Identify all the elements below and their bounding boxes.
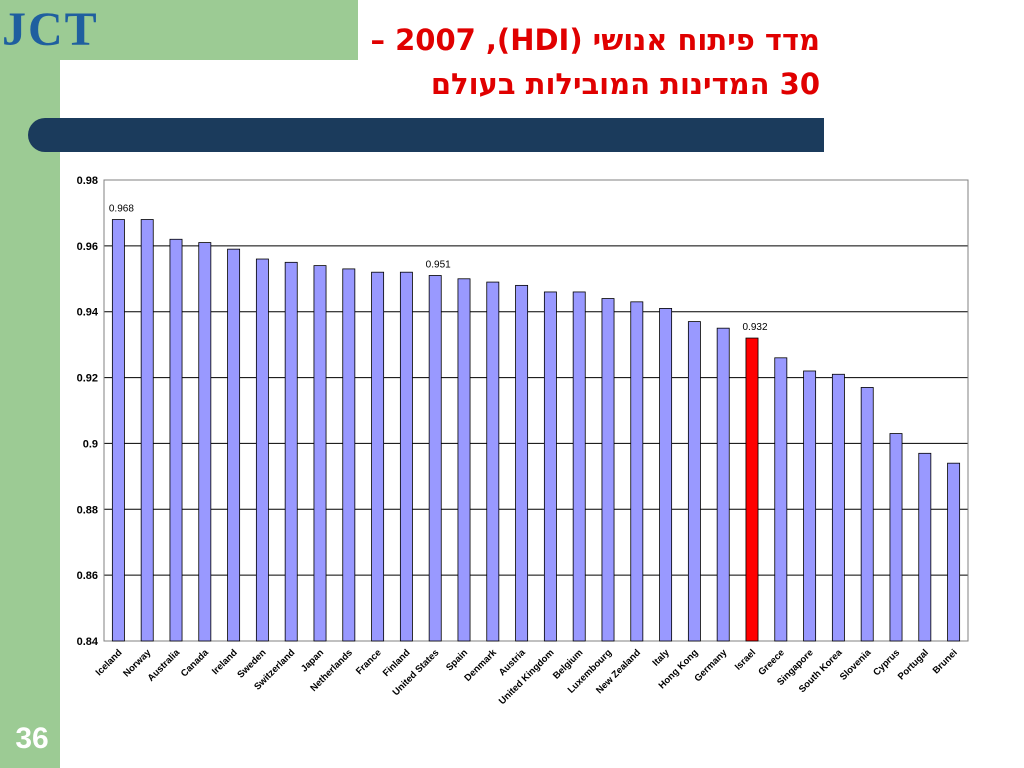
bar-brunei — [947, 462, 961, 642]
left-sidebar-band — [0, 0, 60, 768]
bar-luxembourg — [601, 298, 615, 642]
bar-belgium — [572, 291, 586, 642]
bar-iceland — [111, 219, 125, 642]
bar-netherlands — [342, 268, 356, 642]
x-tick-label: Germany — [692, 647, 729, 684]
x-tick-label: Iceland — [94, 647, 125, 678]
y-tick-label: 0.92 — [77, 373, 98, 385]
x-tick-label: Portugal — [896, 647, 931, 682]
bar-south-korea — [831, 373, 845, 642]
bar-portugal — [918, 452, 932, 642]
bar-singapore — [803, 370, 817, 642]
hdi-bar-chart: 0.980.960.940.920.90.880.860.84 0.9680.9… — [77, 175, 969, 707]
logo-text: JCT — [2, 3, 99, 56]
bar-switzerland — [284, 261, 298, 642]
bar-canada — [198, 242, 212, 642]
bar-slovenia — [860, 387, 874, 642]
x-tick-label: France — [354, 647, 384, 677]
x-tick-label: Canada — [179, 647, 212, 680]
y-tick-label: 0.9 — [83, 438, 98, 450]
data-label: 0.951 — [426, 259, 451, 270]
title-divider-bar — [28, 118, 824, 152]
slide-number: 36 — [15, 722, 49, 755]
bar-greece — [774, 357, 788, 642]
content-corner — [60, 60, 120, 120]
chart-data-labels: 0.968 0.951 0.932 — [109, 204, 768, 334]
bar-sweden — [255, 258, 269, 642]
y-tick-label: 0.84 — [77, 636, 99, 648]
bar-germany — [716, 327, 730, 642]
x-tick-label: Japan — [299, 647, 326, 674]
data-label: 0.968 — [109, 204, 134, 215]
chart-bars — [111, 219, 961, 642]
x-axis-tick-labels: IcelandNorwayAustraliaCanadaIrelandSwede… — [94, 647, 960, 707]
bar-israel — [745, 337, 759, 642]
bar-new-zealand — [630, 301, 644, 642]
x-tick-label: Israel — [733, 647, 758, 672]
bar-spain — [457, 278, 471, 642]
y-tick-label: 0.94 — [77, 307, 99, 319]
bar-denmark — [486, 281, 500, 642]
slide-title: מדד פיתוח אנושי (HDI), 2007 – 30 המדינות… — [230, 18, 820, 106]
y-tick-label: 0.96 — [77, 241, 98, 253]
jct-logo: JCT — [0, 0, 150, 60]
top-left-band — [0, 0, 358, 60]
x-tick-label: Slovenia — [838, 647, 874, 683]
data-label: 0.932 — [742, 322, 767, 333]
x-tick-label: Italy — [650, 647, 672, 669]
bar-united-states — [428, 275, 442, 642]
x-tick-label: Brunei — [931, 647, 960, 676]
bar-finland — [399, 271, 413, 642]
plot-area-border — [103, 179, 969, 642]
x-tick-label: Australia — [146, 647, 183, 684]
y-tick-label: 0.86 — [77, 570, 98, 582]
bar-norway — [140, 219, 154, 642]
x-tick-label: Denmark — [462, 647, 499, 684]
y-tick-label: 0.88 — [77, 504, 98, 516]
bar-austria — [515, 284, 529, 642]
bar-australia — [169, 238, 183, 642]
bar-united-kingdom — [543, 291, 557, 642]
bar-hong-kong — [687, 321, 701, 642]
bar-japan — [313, 265, 327, 642]
y-tick-label: 0.98 — [77, 175, 98, 187]
x-tick-label: United Kingdom — [497, 647, 557, 707]
bar-cyprus — [889, 433, 903, 642]
y-axis-tick-labels: 0.98 0.96 0.94 0.92 0.9 0.88 0.86 0.84 — [77, 175, 99, 648]
bar-ireland — [227, 248, 241, 642]
bar-italy — [659, 308, 673, 642]
x-tick-label: Spain — [444, 647, 470, 673]
slide-title-line-2: 30 המדינות המובילות בעולם — [430, 67, 820, 101]
bar-france — [371, 271, 385, 642]
slide-title-line-1: מדד פיתוח אנושי (HDI), 2007 – — [370, 23, 820, 57]
